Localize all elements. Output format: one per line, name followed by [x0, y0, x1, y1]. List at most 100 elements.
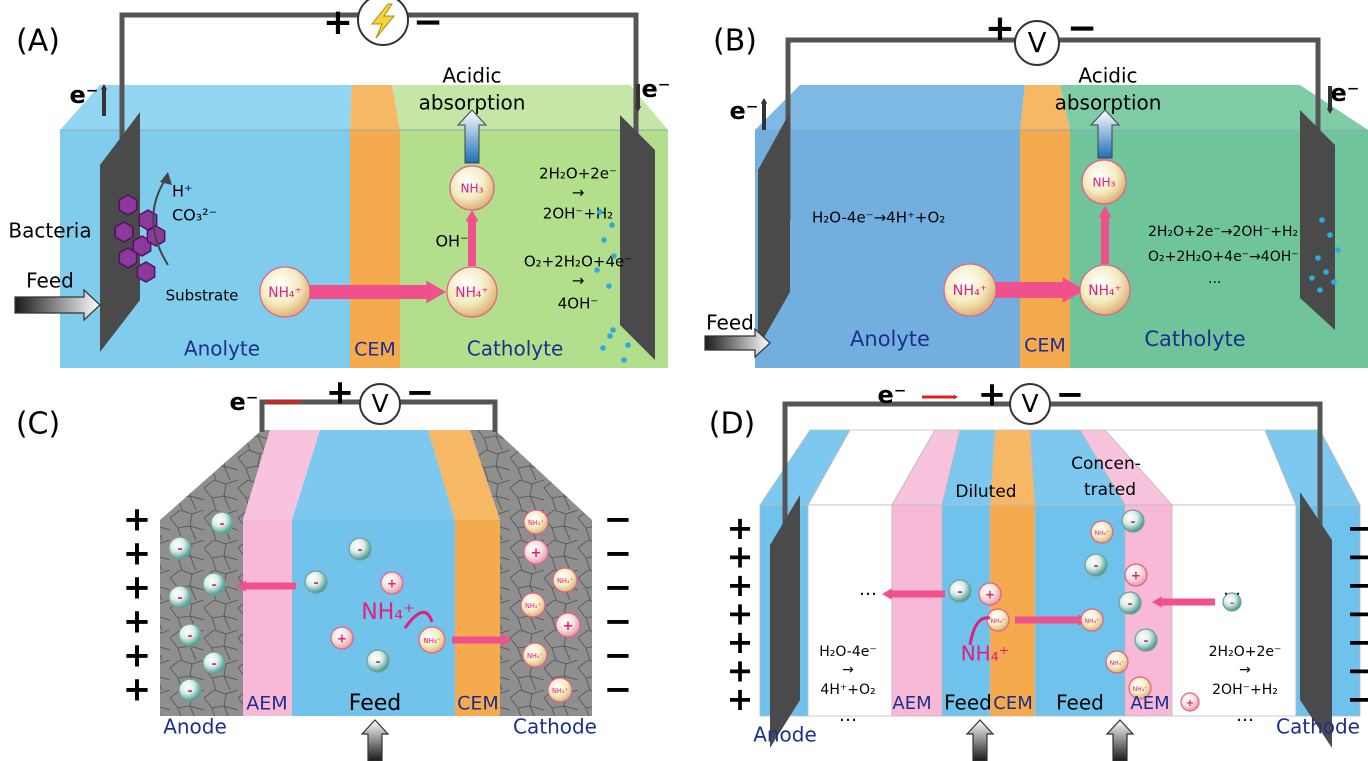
gas-bubble [1331, 279, 1337, 285]
ion-label: NH₄⁺ [1133, 686, 1148, 693]
label: Anolyte [850, 327, 930, 351]
label: (A) [16, 24, 60, 59]
arrow [922, 395, 958, 400]
label: H⁺ [172, 182, 192, 201]
ion-label: - [177, 591, 182, 605]
label: Feed [1056, 691, 1104, 715]
label: (C) [16, 407, 60, 442]
gas-bubble [611, 253, 617, 259]
reaction-text: H₂O-4e⁻ [819, 644, 877, 660]
gas-bubble [1309, 275, 1315, 281]
ion-label: - [219, 517, 224, 531]
ion-label: NH₄⁺ [423, 636, 441, 645]
gas-bubble [1319, 217, 1325, 223]
feed-arrow [362, 720, 388, 761]
ion-label: - [211, 578, 216, 592]
reaction-text: → [572, 272, 585, 290]
ion-label: - [187, 684, 192, 698]
gas-bubble [621, 357, 627, 363]
ion-label: - [957, 585, 962, 599]
label: + [985, 8, 1015, 49]
gas-bubble [601, 237, 607, 243]
label: e⁻ [70, 81, 99, 109]
label: absorption [1055, 91, 1162, 115]
reaction-text: 2OH⁻+H₂ [543, 205, 613, 223]
reaction-text: 2H₂O+2e⁻ [1209, 644, 1282, 660]
ion-label: NH₄⁺ [1085, 618, 1100, 625]
gas-bubble [600, 345, 606, 351]
ion-label: - [357, 543, 362, 557]
ion-label: + [337, 632, 347, 646]
ion-label: - [1127, 597, 1132, 611]
membrane [243, 520, 292, 716]
label: − [413, 2, 443, 43]
meter-label: V [1021, 389, 1038, 418]
label: + [978, 375, 1007, 415]
ion-label: + [1131, 569, 1141, 583]
feed-arrow [15, 290, 100, 320]
ion-label: + [387, 577, 397, 591]
ion-label: - [1143, 634, 1148, 648]
reaction-text: 2H₂O+2e⁻ [539, 165, 617, 183]
label: AEM [892, 693, 931, 714]
gas-bubble [1317, 287, 1323, 293]
top-face [755, 85, 1025, 130]
ion-label: - [211, 657, 216, 671]
label: NH₄⁺ [961, 642, 1010, 666]
reaction-text: O₂+2H₂O+4e⁻→4OH⁻ [1148, 249, 1299, 265]
reaction-text: … [1236, 705, 1254, 726]
label: CEM [993, 693, 1032, 714]
electrode-charge: − [1347, 680, 1368, 718]
reaction-text: ... [1208, 271, 1221, 287]
label: Acidic [1078, 64, 1137, 88]
label: Feed [26, 269, 74, 293]
label: CEM [1024, 335, 1066, 357]
ion-label: NH₄⁺ [528, 519, 545, 527]
ion-label: - [313, 576, 318, 590]
ion-label: NH₃ [1093, 176, 1116, 190]
ion-label: NH₄⁺ [525, 602, 542, 610]
ion-label: NH₄⁺ [455, 285, 488, 301]
label: Feed [706, 311, 754, 335]
ion-label: - [177, 542, 182, 556]
electrode-charge: − [604, 670, 633, 710]
ion-label: - [187, 629, 192, 643]
label: Feed [349, 691, 402, 716]
ion-label: + [530, 546, 541, 561]
label: Cathode [513, 715, 597, 739]
label: e⁻ [230, 388, 259, 416]
ion-label: - [1130, 515, 1135, 529]
ion-label: - [1230, 598, 1234, 609]
gas-bubble [594, 267, 600, 273]
reaction-text: → [572, 184, 585, 202]
ion-label: NH₄⁺ [268, 285, 301, 301]
label: + [323, 2, 353, 43]
label: AEM [1130, 693, 1169, 714]
diagram: +−(A)e⁻e⁻H⁺CO₃²⁻BacteriaFeedSubstrateNH₄… [0, 0, 1368, 761]
gas-bubble [606, 283, 612, 289]
membrane [1020, 130, 1070, 368]
label: Diluted [955, 482, 1016, 502]
gas-bubble [597, 209, 603, 215]
reaction-text: 4H⁺+O₂ [820, 682, 875, 698]
page: { "panel_a": { "label": "(A)", "plus": "… [0, 0, 1368, 761]
gas-bubble [610, 327, 616, 333]
compartment [892, 505, 942, 716]
label: Cathode [1276, 715, 1360, 739]
bacteria-cell [115, 222, 132, 242]
label: Catholyte [1144, 327, 1245, 351]
label: (D) [709, 407, 756, 442]
ion-label: - [1093, 559, 1098, 573]
feed-arrow [1107, 720, 1133, 761]
label: Substrate [166, 287, 239, 305]
gas-bubble [1323, 269, 1329, 275]
reaction-text: → [842, 662, 854, 678]
top-face [292, 430, 455, 520]
electrode-charge: + [123, 670, 152, 710]
ion-label: NH₄⁺ [1095, 530, 1110, 537]
meter-label: V [1028, 27, 1047, 59]
label: Anode [163, 715, 227, 739]
label: CO₃²⁻ [172, 206, 217, 225]
membrane [350, 130, 400, 368]
label: Concen- [1071, 454, 1141, 474]
